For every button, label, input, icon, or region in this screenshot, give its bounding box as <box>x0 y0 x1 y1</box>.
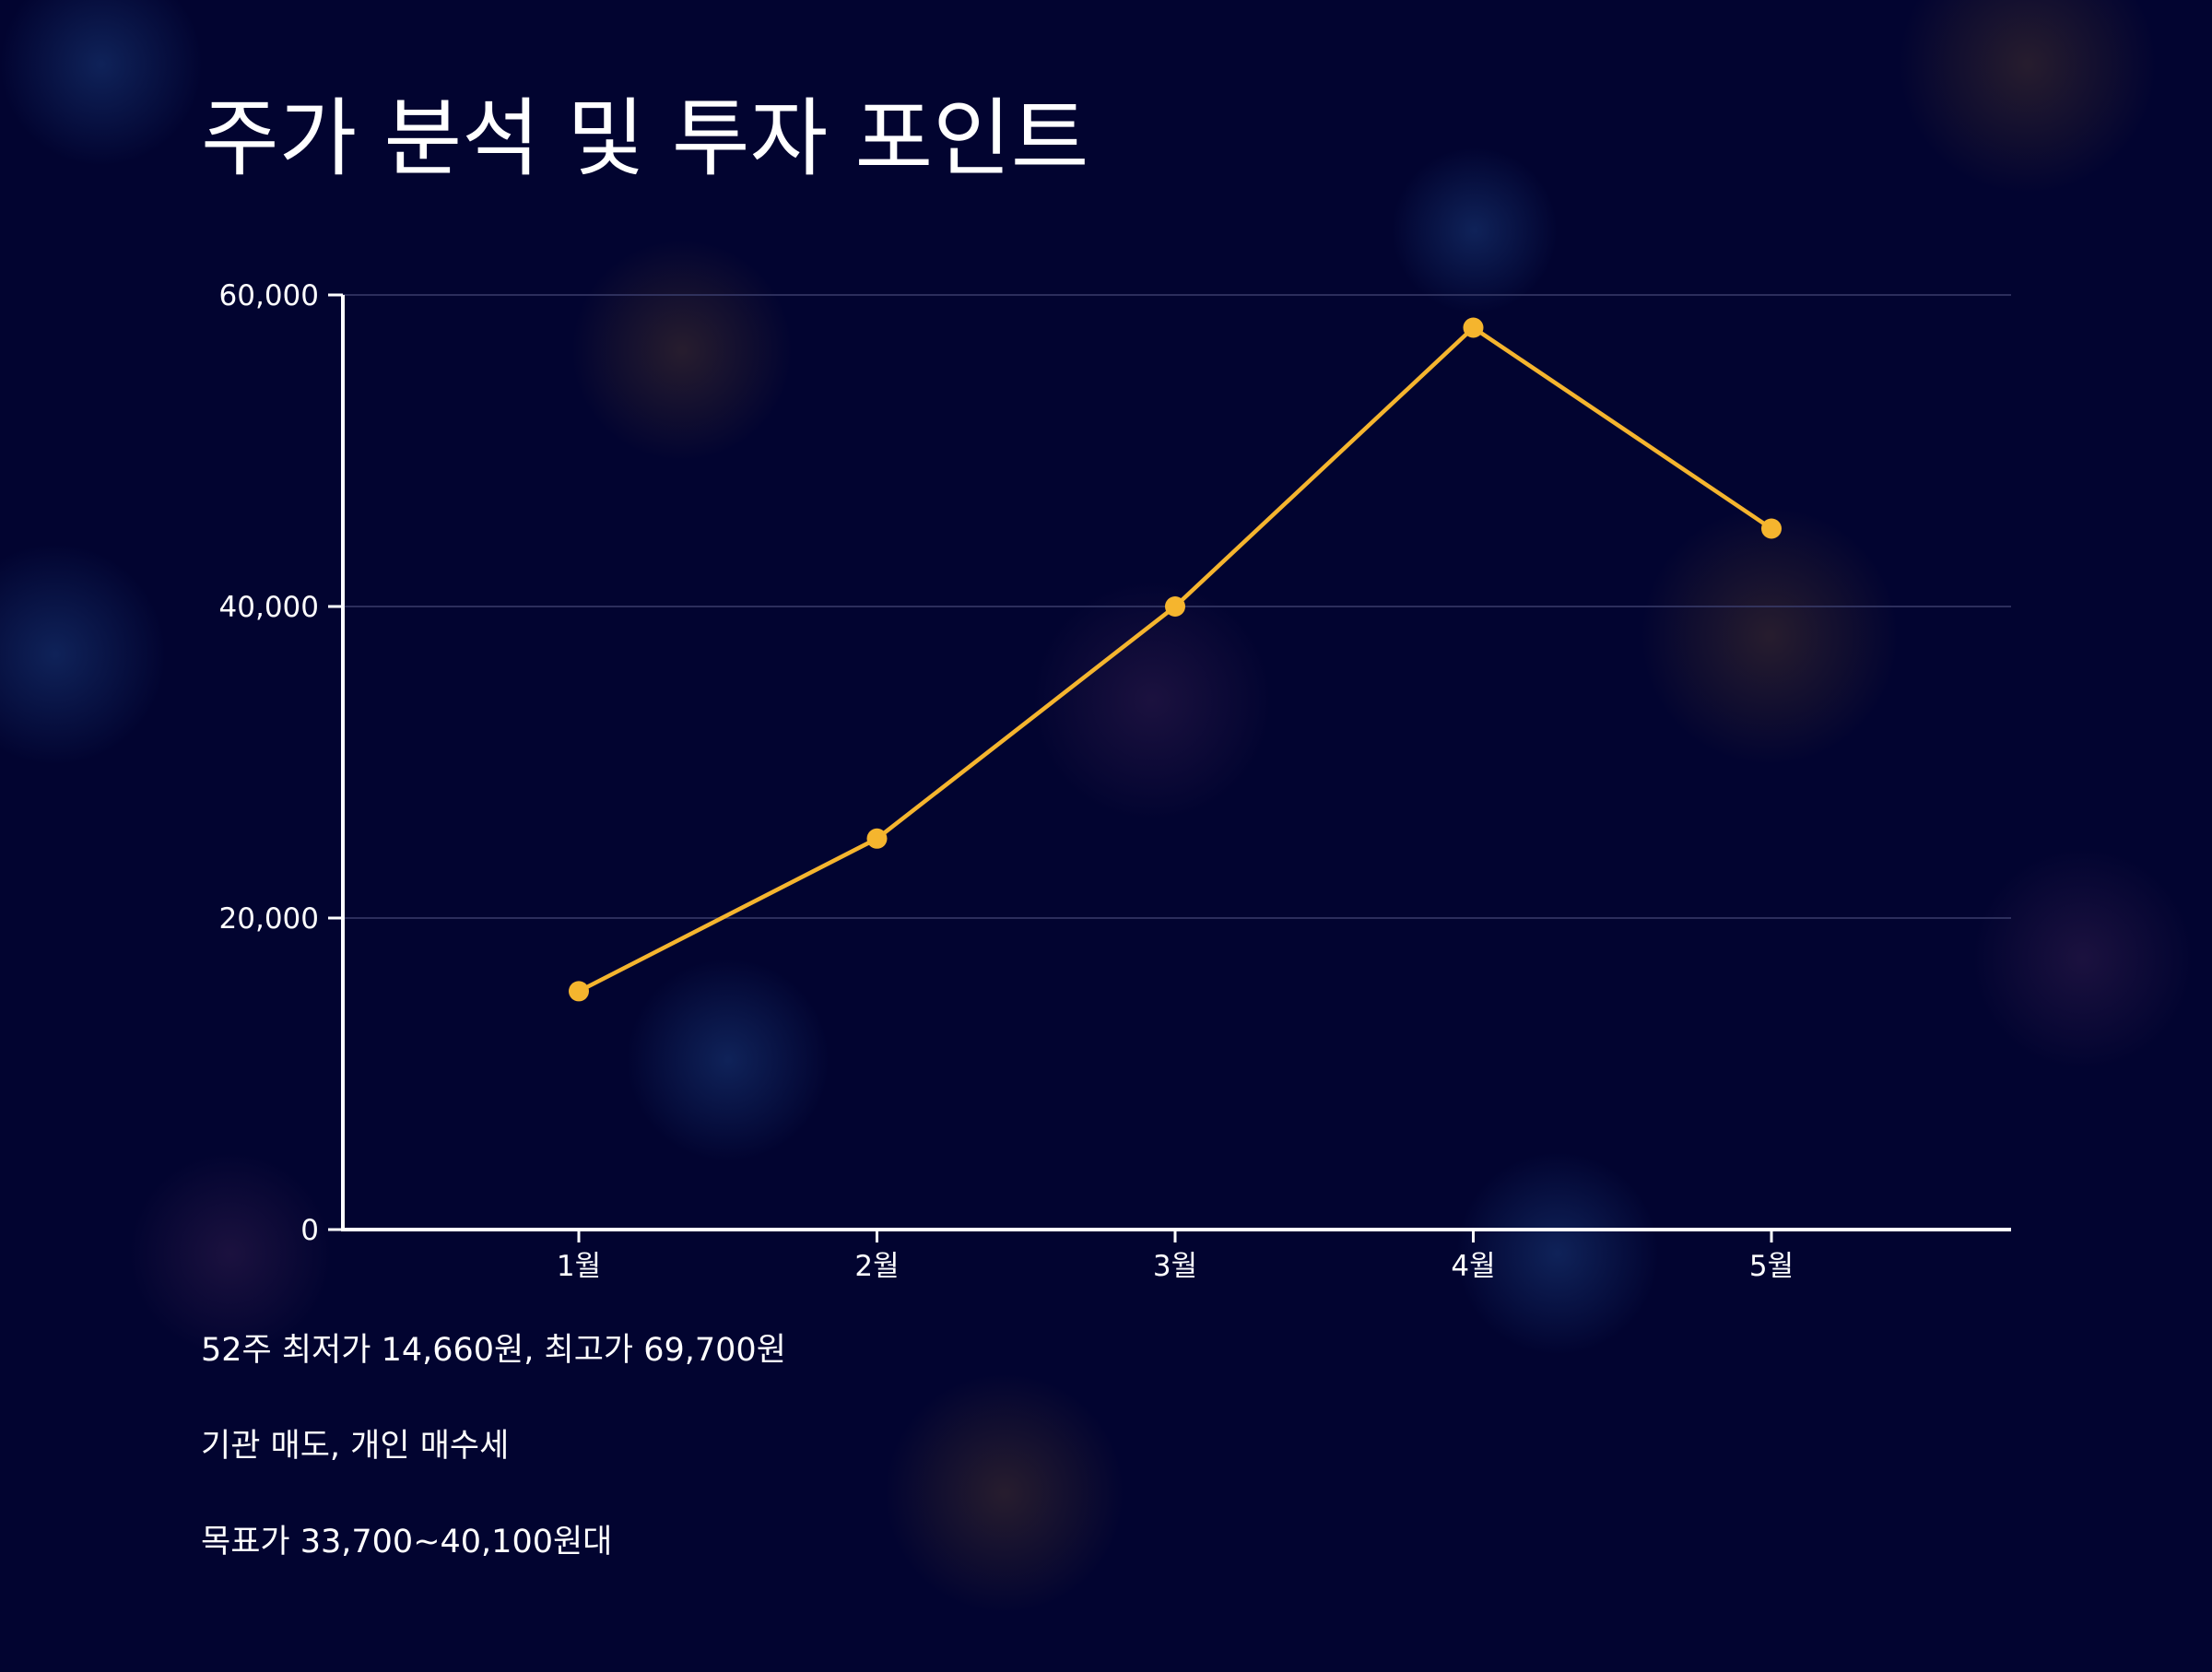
bokeh-glow <box>1456 1152 1659 1355</box>
bokeh-glow <box>885 1373 1124 1613</box>
bokeh-glow <box>1972 848 2194 1069</box>
y-tick-label: 20,000 <box>219 902 319 936</box>
y-tick-label: 40,000 <box>219 591 319 624</box>
y-tick-label: 0 <box>300 1214 319 1247</box>
x-tick-label: 4월 <box>1451 1250 1495 1283</box>
bokeh-glow <box>0 0 203 166</box>
data-point <box>1761 518 1782 539</box>
bokeh-glow <box>1899 0 2157 194</box>
investment-notes: 52주 최저가 14,660원, 최고가 69,700원 기관 매도, 개인 매… <box>201 1327 786 1615</box>
data-point <box>569 981 589 1002</box>
series <box>569 317 1782 1002</box>
note-trading-trend: 기관 매도, 개인 매수세 <box>201 1428 510 1465</box>
bokeh-glow <box>129 1152 332 1355</box>
note-target-price: 목표가 33,700~40,100원대 <box>201 1524 613 1560</box>
data-point <box>866 828 888 849</box>
note-price-range: 52주 최저가 14,660원, 최고가 69,700원 <box>201 1332 786 1369</box>
x-tick-label: 5월 <box>1749 1250 1794 1283</box>
data-point <box>1165 596 1185 617</box>
x-tick-label: 3월 <box>1153 1250 1197 1283</box>
bokeh-glow <box>627 959 830 1161</box>
bokeh-glow <box>0 544 166 765</box>
bokeh-glow <box>1392 147 1558 313</box>
bokeh-glow <box>1032 581 1272 820</box>
axes <box>328 293 2011 1242</box>
data-point <box>1463 317 1484 338</box>
page-title: 주가 분석 및 투자 포인트 <box>201 89 1089 188</box>
bokeh-glow <box>1641 507 1899 765</box>
x-tick-label: 2월 <box>854 1250 899 1283</box>
series-line <box>577 325 1773 994</box>
tick-labels: 0 20,000 40,000 60,000 1월 2월 3월 4월 5월 <box>219 279 1794 1283</box>
x-tick-label: 1월 <box>557 1250 601 1283</box>
y-tick-label: 60,000 <box>219 279 319 312</box>
